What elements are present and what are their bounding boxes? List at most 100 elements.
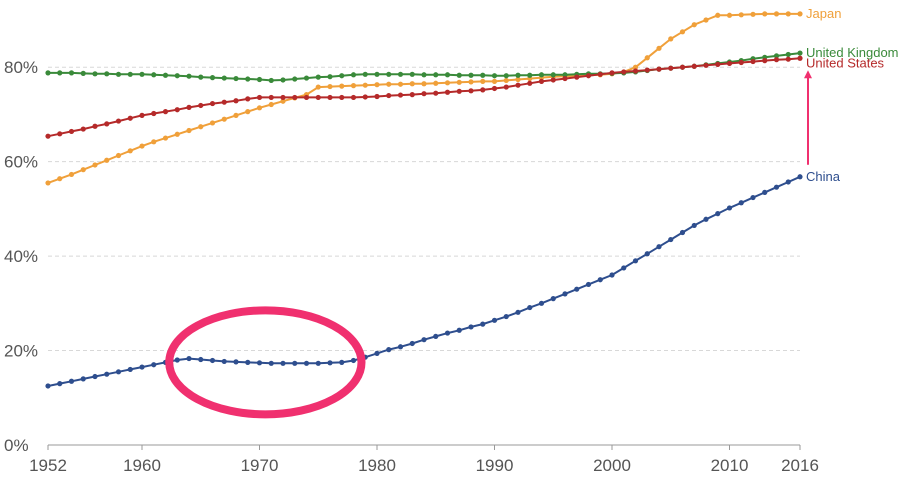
- x-tick-label: 2016: [781, 456, 819, 475]
- data-point-united-kingdom: [550, 72, 556, 78]
- data-point-china: [574, 286, 580, 292]
- data-point-united-kingdom: [233, 75, 239, 82]
- data-point-japan: [198, 124, 204, 130]
- data-point-united-states: [256, 94, 263, 101]
- data-point-japan: [444, 80, 451, 86]
- data-point-japan: [92, 162, 98, 168]
- data-point-united-states: [315, 94, 321, 101]
- data-point-united-states: [339, 94, 345, 101]
- data-point-united-kingdom: [456, 72, 462, 78]
- data-point-united-kingdom: [409, 71, 415, 77]
- data-point-united-states: [762, 58, 768, 64]
- data-point-united-states: [80, 126, 86, 132]
- data-point-japan: [644, 55, 650, 61]
- data-point-united-kingdom: [538, 72, 545, 78]
- data-point-japan: [715, 12, 721, 18]
- data-point-japan: [280, 98, 286, 104]
- data-point-united-states: [327, 94, 333, 101]
- data-point-china: [797, 174, 803, 180]
- data-point-china: [386, 347, 392, 353]
- data-point-united-kingdom: [503, 73, 509, 79]
- data-point-united-kingdom: [421, 72, 427, 78]
- data-point-united-states: [585, 73, 592, 79]
- data-point-japan: [797, 11, 803, 17]
- data-point-china: [374, 350, 380, 356]
- x-tick-label: 1970: [241, 456, 279, 475]
- data-point-china: [444, 330, 451, 336]
- data-point-china: [256, 360, 263, 366]
- data-point-japan: [409, 81, 415, 87]
- data-point-united-states: [350, 94, 357, 101]
- data-point-united-states: [233, 98, 239, 104]
- data-point-china: [421, 337, 427, 343]
- data-point-japan: [750, 11, 756, 17]
- data-point-united-kingdom: [773, 53, 780, 59]
- x-tick-label: 1960: [123, 456, 161, 475]
- data-point-united-kingdom: [209, 75, 216, 81]
- data-point-japan: [315, 84, 321, 90]
- data-point-japan: [468, 79, 474, 85]
- data-point-united-states: [715, 61, 721, 67]
- data-point-united-states: [621, 69, 627, 75]
- data-point-united-states: [45, 133, 51, 139]
- data-point-china: [339, 359, 345, 365]
- data-point-united-states: [609, 70, 615, 76]
- data-point-united-states: [515, 82, 521, 88]
- data-point-japan: [433, 80, 439, 86]
- data-point-united-kingdom: [515, 72, 521, 78]
- data-point-united-kingdom: [797, 50, 803, 56]
- data-point-china: [45, 383, 51, 389]
- data-point-japan: [57, 176, 63, 182]
- data-point-united-kingdom: [303, 75, 310, 81]
- data-point-united-states: [632, 68, 639, 74]
- data-point-china: [703, 216, 709, 222]
- data-point-china: [503, 313, 509, 320]
- data-point-japan: [327, 83, 333, 90]
- data-point-japan: [68, 171, 75, 178]
- x-tick-label: 1980: [358, 456, 396, 475]
- data-point-china: [139, 364, 145, 370]
- data-point-united-states: [409, 92, 415, 98]
- data-point-united-states: [397, 92, 404, 98]
- data-point-china: [621, 265, 627, 271]
- data-point-japan: [386, 81, 392, 87]
- data-point-japan: [656, 45, 662, 51]
- data-point-china: [550, 296, 556, 302]
- data-point-united-kingdom: [45, 70, 51, 76]
- data-point-united-kingdom: [162, 72, 169, 78]
- data-point-united-kingdom: [433, 72, 439, 78]
- data-point-united-kingdom: [444, 72, 451, 78]
- data-point-china: [280, 360, 286, 366]
- data-point-united-states: [151, 110, 157, 117]
- data-point-united-states: [679, 64, 686, 70]
- data-point-china: [609, 272, 615, 278]
- data-point-japan: [221, 116, 227, 122]
- data-point-japan: [139, 143, 145, 149]
- data-point-china: [327, 360, 333, 366]
- data-point-united-states: [574, 74, 580, 80]
- data-point-japan: [339, 83, 345, 89]
- data-point-china: [221, 358, 227, 365]
- y-tick-label: 60%: [4, 153, 38, 172]
- data-point-japan: [245, 109, 251, 115]
- data-point-united-kingdom: [245, 76, 251, 82]
- data-point-united-states: [527, 80, 533, 86]
- data-point-china: [491, 317, 498, 323]
- data-point-united-states: [92, 123, 98, 129]
- data-point-united-states: [386, 92, 392, 99]
- x-tick-label: 1952: [29, 456, 67, 475]
- data-point-united-states: [186, 104, 192, 110]
- data-point-united-states: [57, 131, 63, 137]
- data-point-japan: [632, 64, 639, 70]
- data-point-united-states: [127, 115, 133, 121]
- data-point-china: [268, 360, 274, 366]
- data-point-united-states: [644, 67, 650, 73]
- data-point-japan: [209, 120, 216, 126]
- data-point-united-states: [785, 56, 791, 62]
- data-point-china: [303, 360, 310, 366]
- y-tick-label: 0%: [4, 436, 29, 455]
- data-point-china: [750, 194, 756, 201]
- data-point-china: [397, 344, 404, 350]
- data-point-china: [480, 321, 486, 327]
- data-point-united-states: [738, 59, 744, 66]
